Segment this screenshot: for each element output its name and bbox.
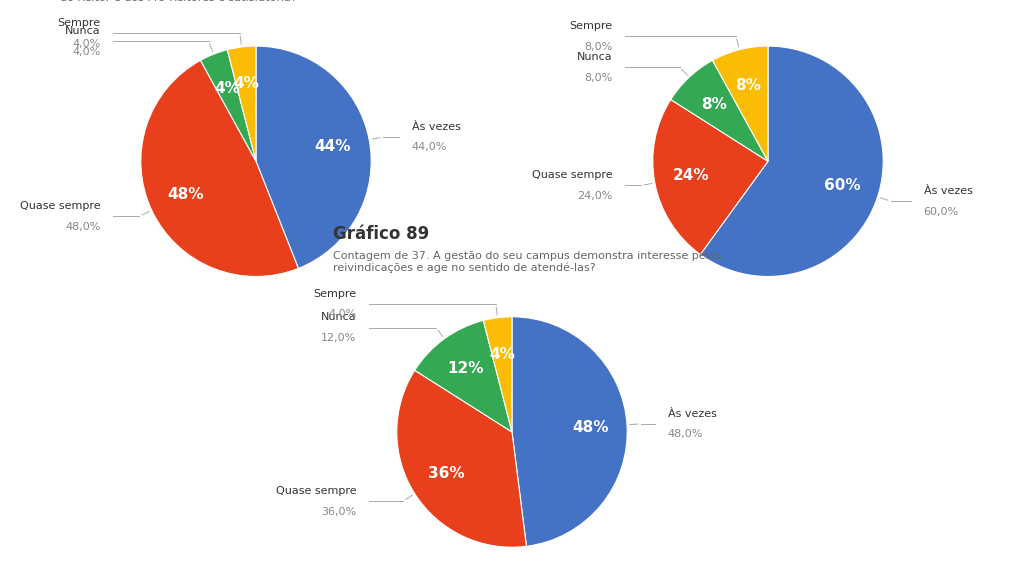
Text: 36%: 36% xyxy=(428,467,464,482)
Wedge shape xyxy=(141,60,298,276)
Text: Quase sempre: Quase sempre xyxy=(275,486,356,496)
Text: 48%: 48% xyxy=(167,187,204,202)
Text: Contagem de 35. ORGANIZAÇÃO E GESTÃO INSTITUCIONAL - A disponibilidade
do Reitor: Contagem de 35. ORGANIZAÇÃO E GESTÃO INS… xyxy=(60,0,498,3)
Text: 4%: 4% xyxy=(233,76,259,91)
Text: Às vezes: Às vezes xyxy=(924,186,973,196)
Wedge shape xyxy=(396,370,526,547)
Wedge shape xyxy=(700,46,883,276)
Text: 60,0%: 60,0% xyxy=(924,207,958,217)
Text: 4,0%: 4,0% xyxy=(73,47,100,56)
Text: 8,0%: 8,0% xyxy=(585,73,612,82)
Text: Sempre: Sempre xyxy=(569,21,612,31)
Text: 12,0%: 12,0% xyxy=(322,333,356,343)
Text: 48,0%: 48,0% xyxy=(66,222,100,232)
Text: 4,0%: 4,0% xyxy=(329,309,356,319)
Text: Sempre: Sempre xyxy=(313,289,356,298)
Text: 44%: 44% xyxy=(314,139,351,154)
Text: Gráfico 89: Gráfico 89 xyxy=(334,225,430,242)
Text: Nunca: Nunca xyxy=(577,52,612,62)
Text: Quase sempre: Quase sempre xyxy=(531,170,612,180)
Wedge shape xyxy=(512,317,627,546)
Text: 8,0%: 8,0% xyxy=(585,41,612,52)
Wedge shape xyxy=(201,50,256,161)
Text: 8%: 8% xyxy=(735,78,762,93)
Text: Quase sempre: Quase sempre xyxy=(19,201,100,211)
Text: Às vezes: Às vezes xyxy=(412,122,461,132)
Text: Sempre: Sempre xyxy=(57,18,100,28)
Wedge shape xyxy=(713,46,768,161)
Text: 8%: 8% xyxy=(701,97,727,112)
Wedge shape xyxy=(415,320,512,432)
Text: Às vezes: Às vezes xyxy=(668,408,717,419)
Text: 4,0%: 4,0% xyxy=(73,39,100,48)
Wedge shape xyxy=(671,60,768,161)
Wedge shape xyxy=(227,46,256,161)
Wedge shape xyxy=(653,100,768,255)
Text: Nunca: Nunca xyxy=(321,312,356,322)
Text: 48%: 48% xyxy=(572,419,608,434)
Text: Contagem de 37. A gestão do seu campus demonstra interesse pelas
reivindicações : Contagem de 37. A gestão do seu campus d… xyxy=(334,251,722,273)
Wedge shape xyxy=(256,46,371,268)
Wedge shape xyxy=(483,317,512,432)
Text: 44,0%: 44,0% xyxy=(412,142,446,153)
Text: 4%: 4% xyxy=(214,81,240,96)
Text: 60%: 60% xyxy=(824,178,861,193)
Text: 24,0%: 24,0% xyxy=(578,191,612,201)
Text: 48,0%: 48,0% xyxy=(668,429,702,439)
Text: 12%: 12% xyxy=(447,361,484,376)
Text: 24%: 24% xyxy=(673,168,710,184)
Text: 36,0%: 36,0% xyxy=(322,506,356,517)
Text: 4%: 4% xyxy=(489,347,515,362)
Text: Nunca: Nunca xyxy=(65,26,100,36)
